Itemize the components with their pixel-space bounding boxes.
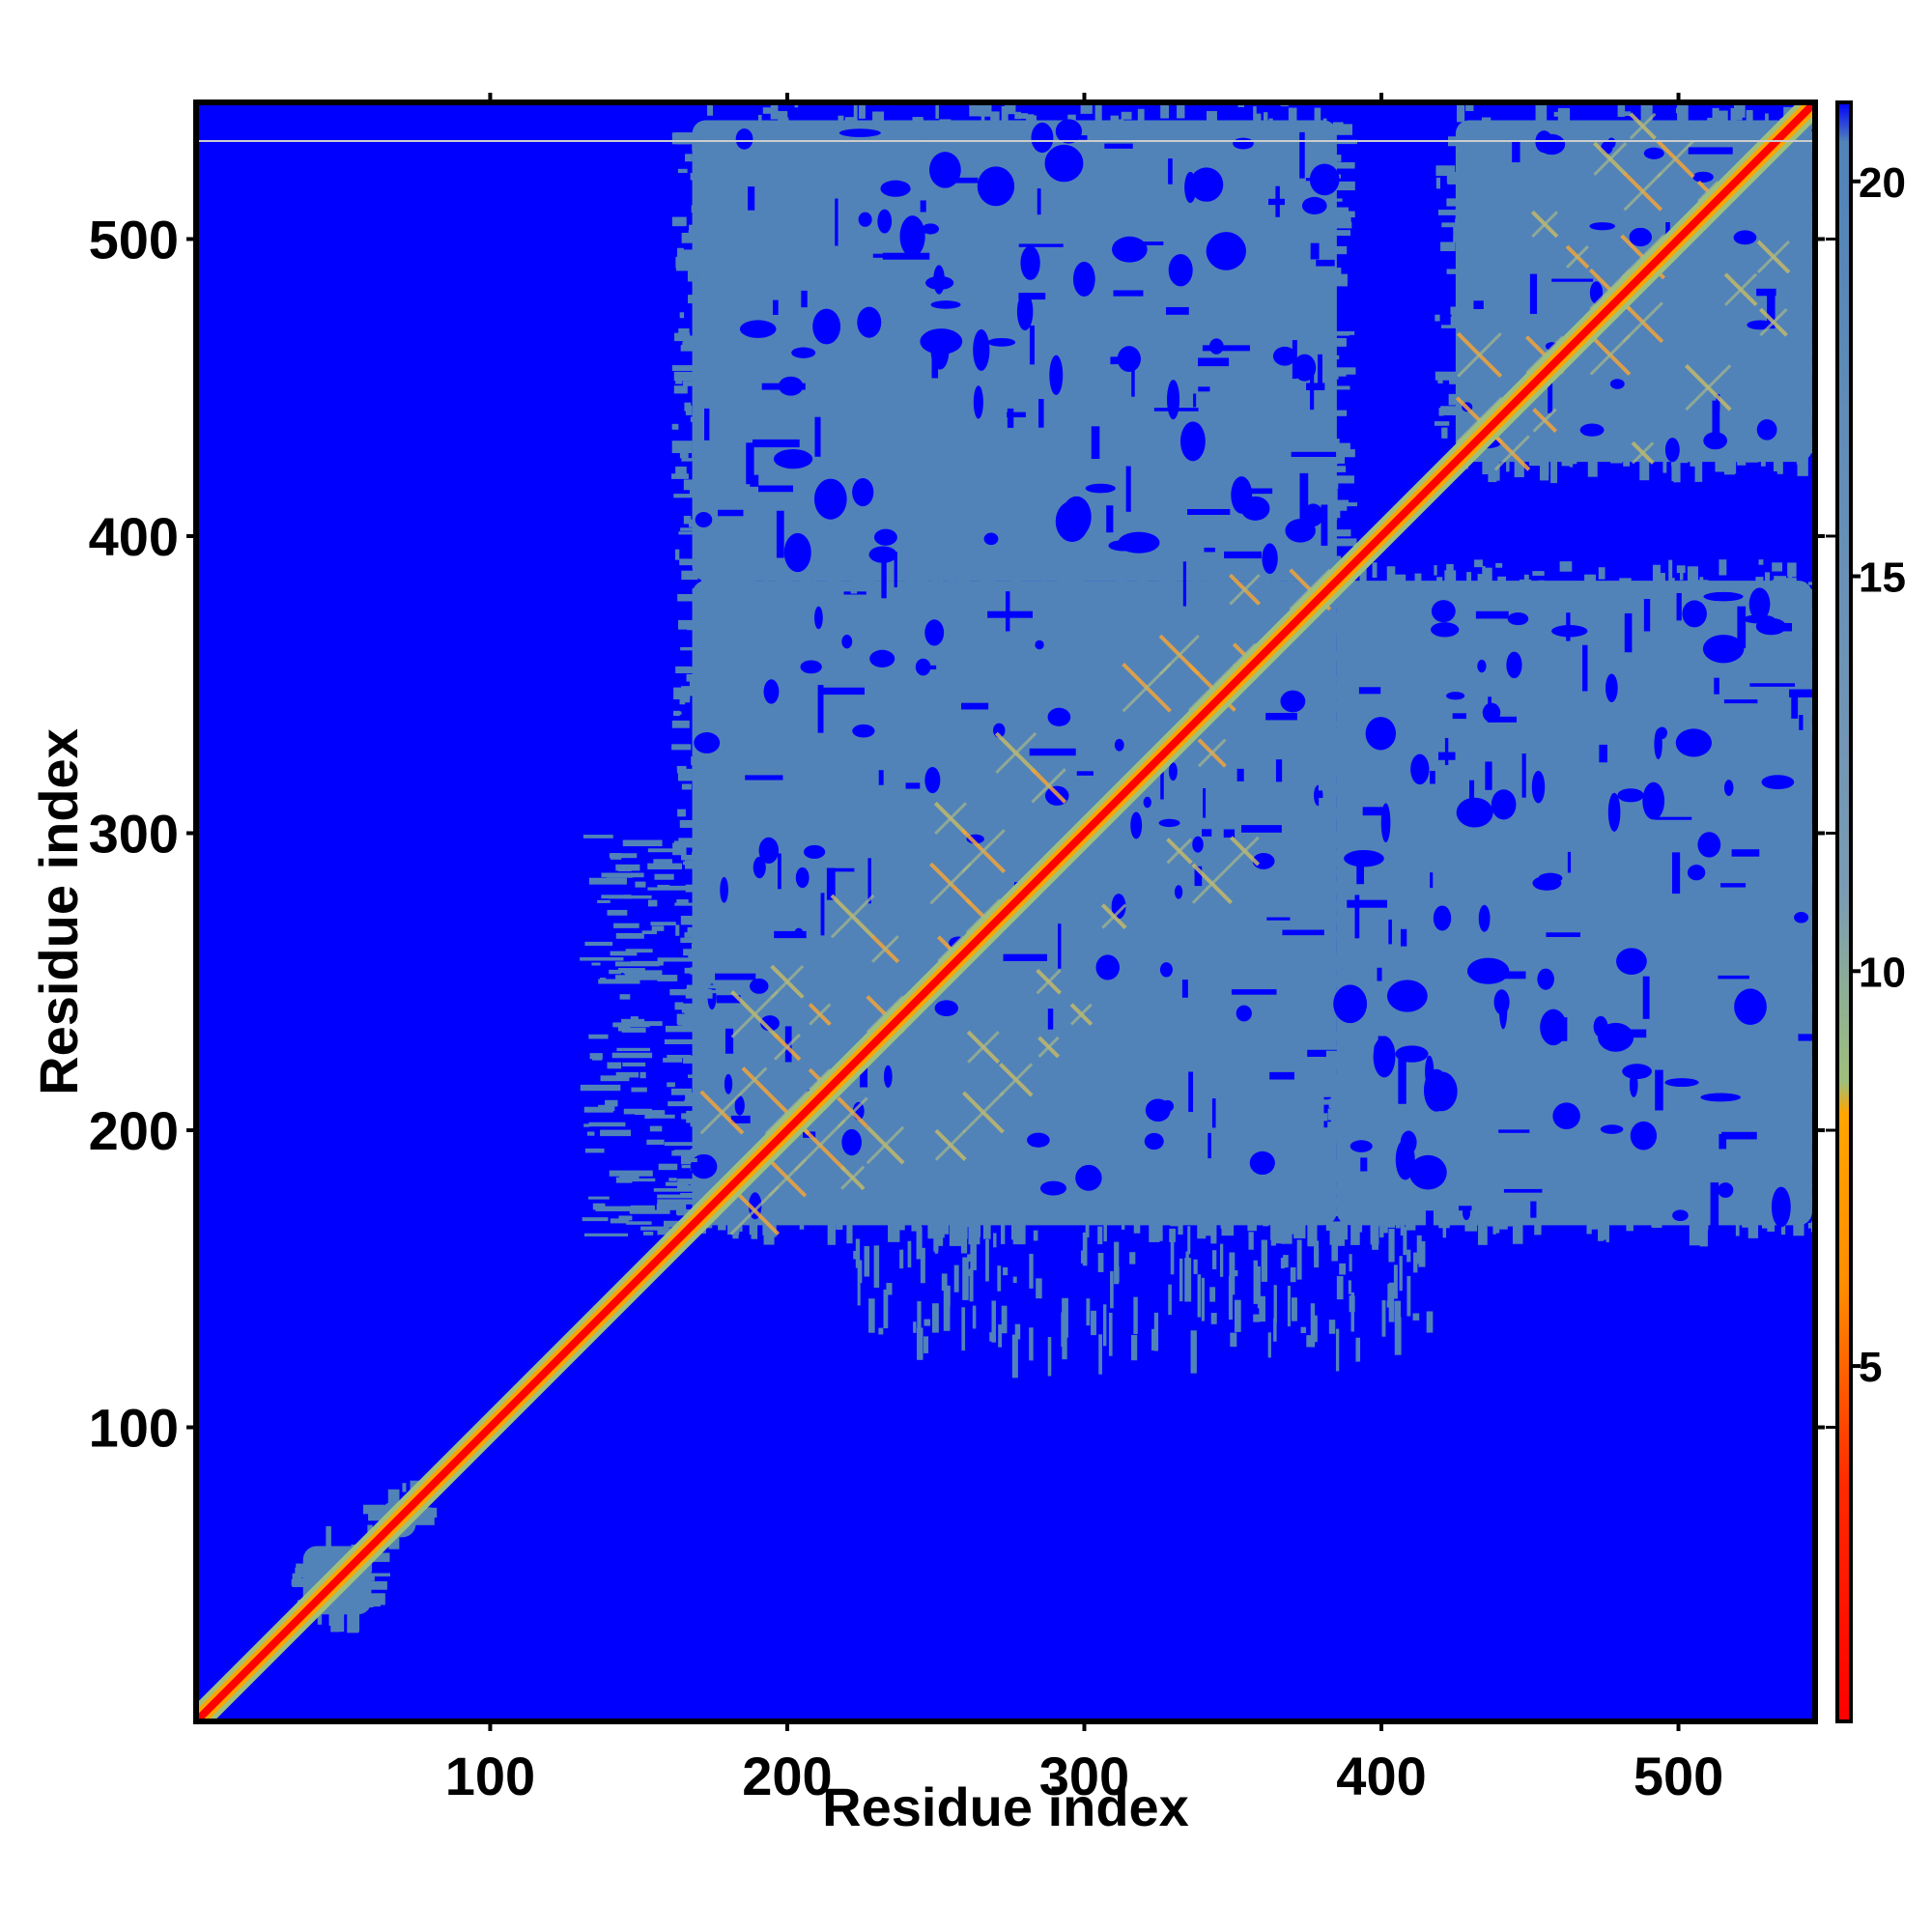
y-tick-label: 500 [89,209,179,270]
x-tick-label: 300 [1039,1746,1129,1806]
colorbar-ticks: 5 10 15 20 [1826,159,1906,1430]
heatmap-layer [196,102,1815,1721]
colorbar-tick-label: 10 [1859,949,1906,996]
contact-region-inter [1316,559,1815,1247]
colorbar-tick-label: 15 [1859,554,1906,602]
contact-patterns [699,112,1791,1236]
x-tick-label: 500 [1634,1746,1723,1806]
colorbar-gradient [1837,102,1851,1721]
y-tick-label: 300 [89,804,179,865]
y-tick-label: 400 [89,506,179,567]
y-tick-label: 100 [89,1398,179,1459]
diagonal-band [196,102,1815,1721]
colorbar: 5 10 15 20 [1826,100,1906,1723]
x-tick-label: 100 [445,1746,535,1806]
y-axis-title: Residue index [28,728,89,1095]
x-axis-title: Residue index [822,1776,1189,1837]
x-tick-label: 400 [1336,1746,1426,1806]
colorbar-tick-label: 20 [1859,159,1906,207]
contact-region-sparse [853,1226,1434,1378]
contact-region-inter [671,102,1358,607]
y-tick-label: 200 [89,1100,179,1161]
plot-frame [193,99,1818,1724]
colorbar-frame [1835,100,1853,1723]
x-axis: 100 200 300 400 500 [445,93,1723,1806]
contact-region-sparse [580,835,728,1236]
x-tick-label: 200 [742,1746,832,1806]
y-axis: 100 200 300 400 500 [89,209,1825,1459]
colorbar-tick-label: 5 [1859,1344,1882,1391]
